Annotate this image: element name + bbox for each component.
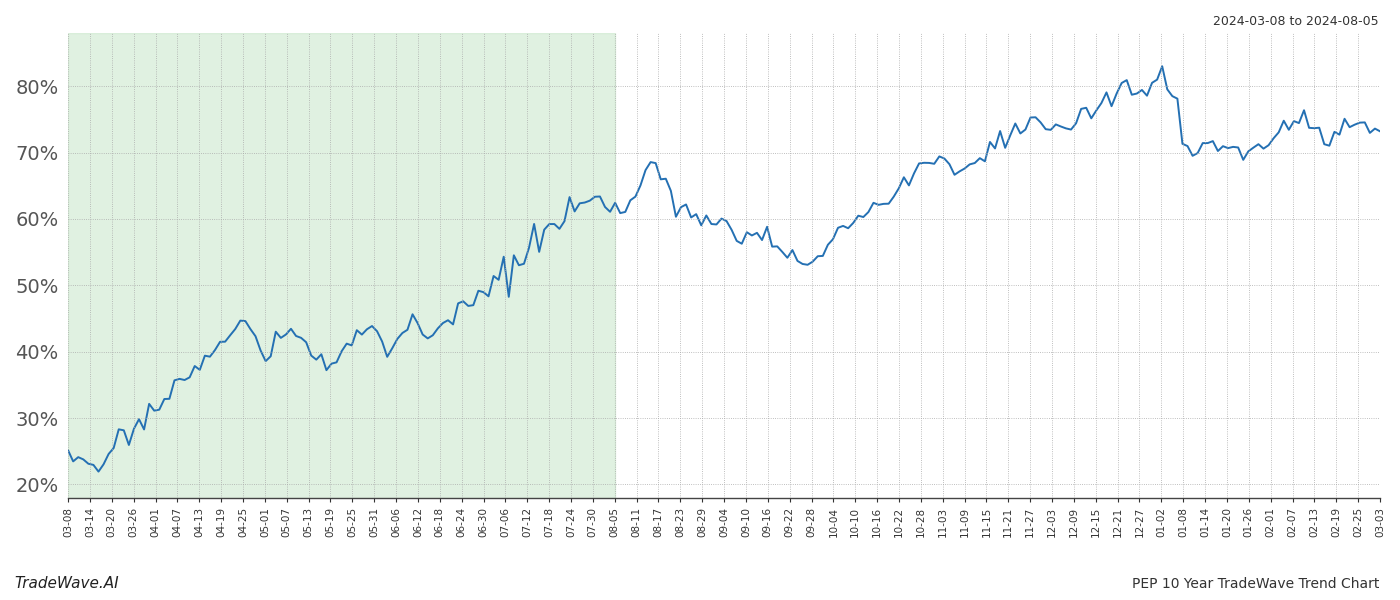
Text: 2024-03-08 to 2024-08-05: 2024-03-08 to 2024-08-05 (1214, 15, 1379, 28)
Text: PEP 10 Year TradeWave Trend Chart: PEP 10 Year TradeWave Trend Chart (1131, 577, 1379, 591)
Text: TradeWave.AI: TradeWave.AI (14, 576, 119, 591)
Bar (69, 33, 615, 498)
